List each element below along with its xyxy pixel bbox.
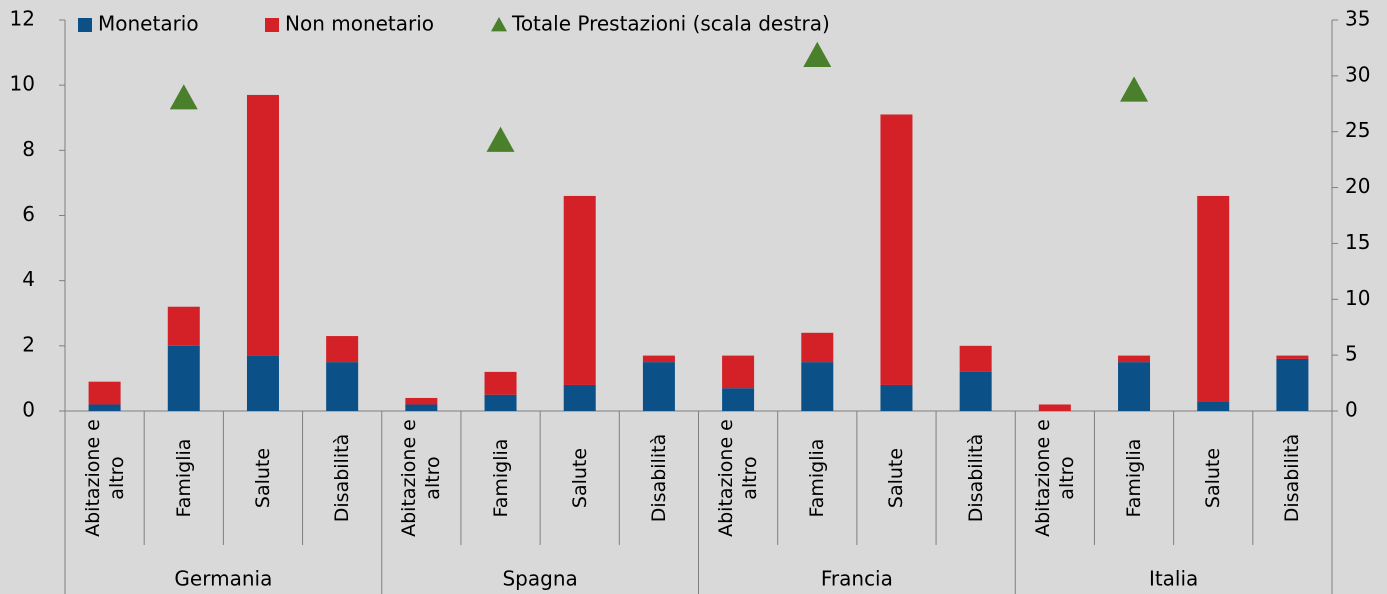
bar [246, 94, 279, 356]
marker [803, 41, 832, 67]
legend-label: Totale Prestazioni (scala destra) [511, 12, 830, 36]
bar [484, 394, 517, 411]
y2-tick-label: 35 [1345, 7, 1370, 31]
x-tick-label: Abitazione e altro [1031, 419, 1078, 537]
bar [88, 404, 121, 411]
bar [326, 362, 359, 411]
y-tick-label: 2 [22, 332, 35, 356]
marker [486, 126, 515, 152]
bar [1118, 355, 1151, 363]
y-tick-label: 12 [10, 7, 35, 31]
marker [169, 84, 198, 110]
x-tick-label: Abitazione e altro [715, 419, 762, 537]
legend-marker [78, 18, 92, 32]
bar [405, 397, 438, 405]
y-tick-label: 6 [22, 202, 35, 226]
bar [722, 388, 755, 411]
group-label: Francia [821, 567, 893, 591]
bar [801, 332, 834, 363]
x-tick-label: Famiglia [806, 438, 829, 518]
bar [167, 306, 200, 346]
y2-tick-label: 30 [1345, 62, 1370, 86]
y2-tick-label: 25 [1345, 118, 1370, 142]
legend-label: Monetario [98, 12, 199, 36]
bar [801, 362, 834, 411]
legend-marker [265, 18, 279, 32]
x-tick-label: Famiglia [172, 438, 195, 518]
bar [880, 384, 913, 411]
marker [1120, 76, 1149, 102]
bar [405, 404, 438, 411]
y2-tick-label: 15 [1345, 230, 1370, 254]
x-tick-label: Salute [1202, 447, 1225, 509]
x-tick-label: Abitazione e altro [81, 419, 128, 537]
group-label: Italia [1149, 567, 1198, 591]
x-tick-label: Famiglia [489, 438, 512, 518]
y2-tick-label: 5 [1345, 342, 1358, 366]
y-tick-label: 0 [22, 398, 35, 422]
group-label: Spagna [502, 567, 577, 591]
bar [1197, 401, 1230, 411]
bar [1276, 355, 1309, 359]
x-tick-label: Salute [885, 447, 908, 509]
bar [880, 114, 913, 385]
x-tick-label: Disabilità [647, 433, 670, 523]
x-tick-label: Salute [251, 447, 274, 509]
bar [1038, 404, 1071, 411]
x-tick-label: Disabilità [964, 433, 987, 523]
group-label: Germania [174, 567, 272, 591]
bar [326, 336, 359, 363]
bar [1276, 358, 1309, 411]
y2-tick-label: 0 [1345, 398, 1358, 422]
legend-label: Non monetario [285, 12, 434, 36]
bar [1118, 362, 1151, 411]
bar [722, 355, 755, 389]
bar [563, 384, 596, 411]
bar [959, 371, 992, 411]
bar [642, 362, 675, 411]
x-tick-label: Salute [568, 447, 591, 509]
y-tick-label: 4 [22, 267, 35, 291]
x-tick-label: Abitazione e altro [398, 419, 445, 537]
y-tick-label: 10 [10, 72, 35, 96]
y2-tick-label: 10 [1345, 286, 1370, 310]
bar [959, 345, 992, 372]
bar [484, 371, 517, 395]
y2-tick-label: 20 [1345, 174, 1370, 198]
bar [1197, 195, 1230, 402]
y-tick-label: 8 [22, 137, 35, 161]
bar [246, 355, 279, 411]
bar [167, 345, 200, 411]
bar [642, 355, 675, 363]
bar [88, 381, 121, 405]
x-tick-label: Disabilità [331, 433, 354, 523]
legend-marker [491, 17, 507, 32]
bar [563, 195, 596, 385]
x-tick-label: Famiglia [1123, 438, 1146, 518]
x-tick-label: Disabilità [1281, 433, 1304, 523]
